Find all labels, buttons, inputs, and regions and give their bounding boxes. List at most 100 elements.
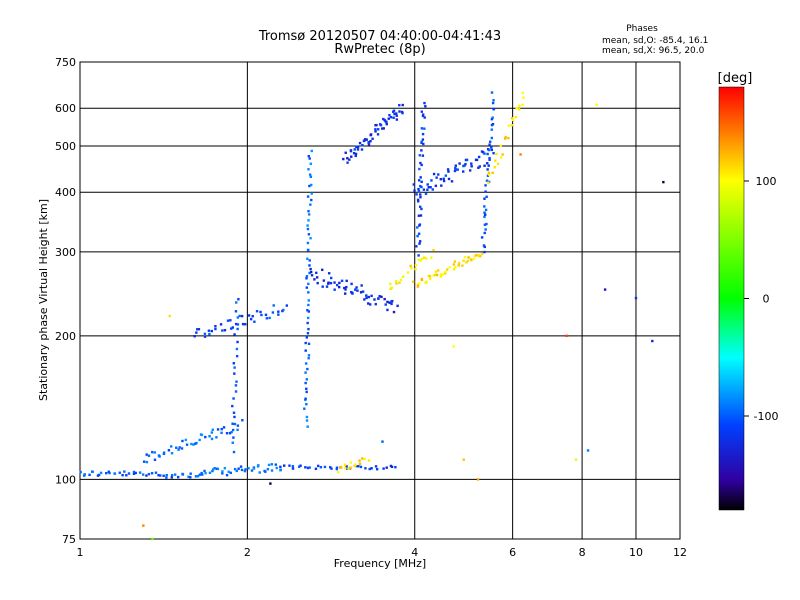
data-point [462, 164, 465, 168]
data-point [416, 285, 420, 288]
data-point [490, 148, 494, 152]
data-point [419, 184, 422, 188]
data-point [423, 116, 426, 119]
data-point [285, 304, 289, 307]
data-point [420, 140, 423, 144]
chart-subtitle: RwPretec (8p) [334, 42, 425, 57]
data-point [367, 459, 371, 462]
data-point [88, 473, 91, 477]
data-point [477, 166, 480, 169]
data-point [352, 151, 356, 155]
data-point [264, 313, 268, 317]
data-point [231, 326, 235, 329]
data-point [304, 381, 307, 385]
data-point [470, 165, 473, 168]
data-point [436, 269, 440, 272]
data-point [358, 141, 362, 145]
data-point [360, 284, 363, 287]
data-point [232, 450, 236, 454]
data-point [233, 333, 236, 336]
data-point [165, 476, 168, 479]
data-point [457, 261, 461, 265]
data-point [359, 291, 363, 294]
data-point [234, 310, 238, 313]
data-point [651, 339, 654, 343]
data-point [233, 422, 237, 426]
data-point [483, 211, 486, 214]
data-point [118, 471, 121, 474]
data-point [309, 267, 312, 271]
data-point [378, 295, 381, 298]
data-point [417, 258, 421, 262]
data-point [487, 181, 490, 184]
data-point [467, 256, 470, 259]
data-point [288, 464, 291, 467]
data-point [211, 468, 215, 471]
data-point [123, 470, 126, 473]
data-point [360, 148, 364, 151]
data-point [469, 258, 473, 261]
data-point [345, 285, 348, 289]
data-point [419, 259, 422, 262]
data-point [373, 298, 376, 301]
data-point [419, 176, 422, 179]
data-point [168, 314, 171, 318]
data-point [277, 310, 280, 313]
data-point [422, 142, 425, 146]
data-point [349, 149, 353, 153]
data-point [371, 137, 374, 140]
data-point [282, 464, 286, 467]
data-point [307, 168, 310, 171]
y-tick-label: 500 [55, 140, 76, 153]
data-point [259, 310, 262, 314]
data-point [239, 465, 243, 468]
data-point [220, 431, 223, 435]
data-point [267, 463, 271, 467]
phases-box-line1: mean, sd,O: -85.4, 16.1 [602, 36, 708, 46]
data-point [423, 101, 426, 105]
data-point [226, 319, 230, 322]
data-point [305, 419, 309, 422]
data-point [381, 127, 384, 130]
data-point [244, 323, 247, 326]
data-point [335, 467, 339, 471]
data-point [234, 301, 238, 304]
data-point [454, 265, 457, 269]
data-point [484, 228, 487, 231]
data-point [367, 295, 371, 299]
data-point [207, 329, 211, 332]
data-point [342, 157, 345, 161]
data-points [79, 91, 665, 541]
data-point [483, 152, 486, 155]
data-point [236, 340, 239, 344]
data-point [121, 473, 124, 477]
data-point [225, 432, 229, 435]
data-point [343, 286, 346, 290]
data-point [201, 473, 204, 476]
data-point [255, 309, 259, 313]
data-point [365, 294, 368, 297]
data-point [306, 321, 309, 325]
data-point [343, 292, 347, 295]
data-point [478, 165, 481, 168]
data-point [488, 156, 491, 160]
data-point [420, 207, 423, 211]
data-point [221, 470, 224, 473]
data-point [388, 113, 391, 117]
data-point [170, 451, 174, 455]
data-point [310, 183, 313, 187]
data-point [430, 256, 433, 259]
data-point [487, 148, 491, 152]
data-point [190, 442, 193, 446]
data-point [198, 438, 201, 442]
data-point [192, 443, 195, 446]
data-point [413, 189, 416, 192]
data-point [221, 329, 224, 332]
data-point [412, 183, 415, 186]
data-point [250, 469, 254, 472]
data-point [216, 428, 220, 431]
data-point [395, 112, 398, 115]
data-point [432, 248, 435, 252]
data-point [308, 259, 311, 262]
data-point [494, 159, 497, 162]
